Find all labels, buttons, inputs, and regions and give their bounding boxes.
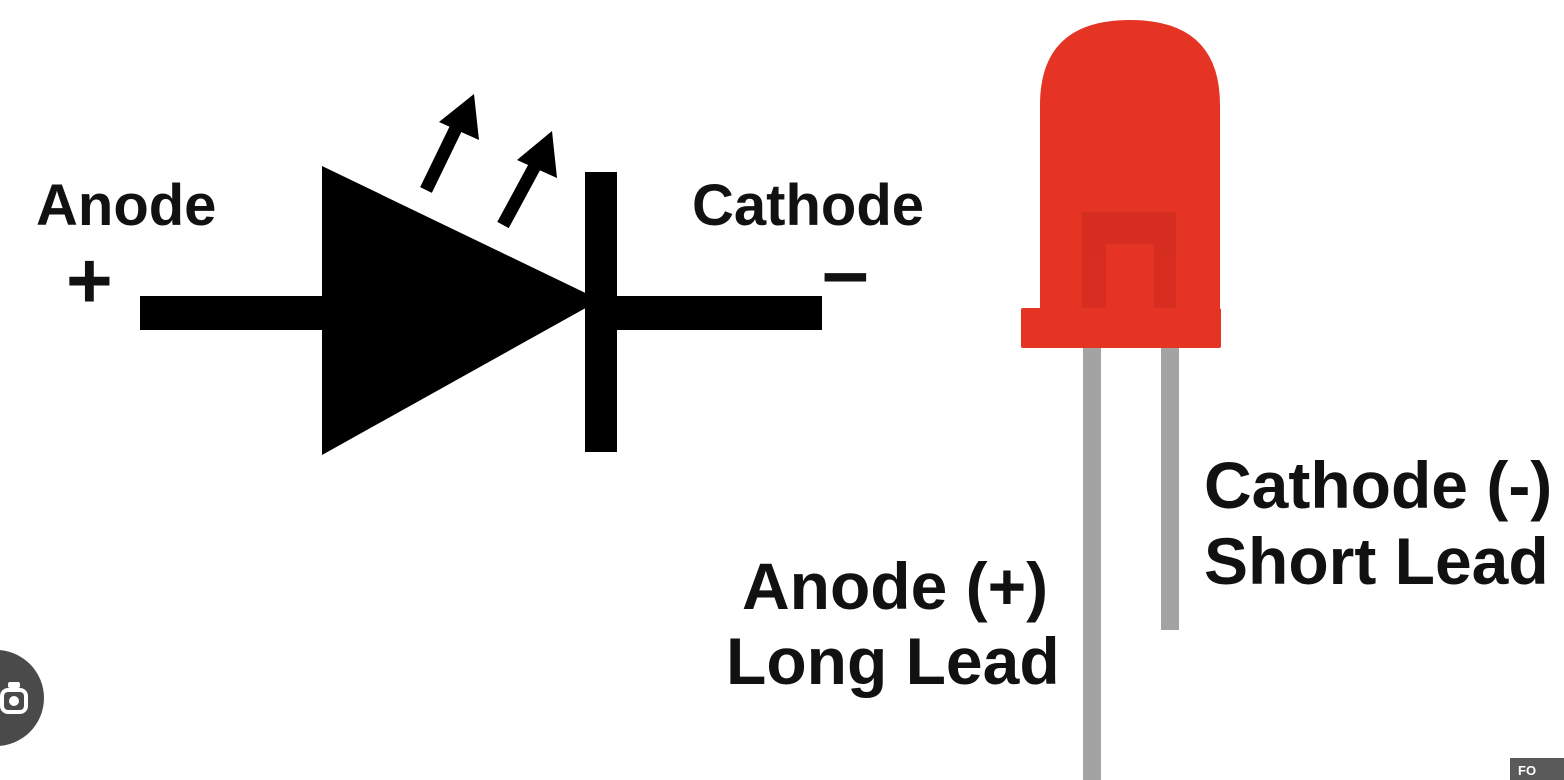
lens-icon (0, 682, 28, 714)
symbol-anode-sign: + (66, 236, 113, 325)
symbol-cathode-sign: – (822, 224, 869, 318)
symbol-cathode-label: Cathode (692, 173, 924, 238)
led-anode-label-line2: Long Lead (726, 624, 1060, 698)
led-schematic-symbol: Anode + Cathode – (36, 94, 924, 455)
led-post-left (1082, 212, 1106, 308)
led-component: Anode (+) Long Lead Cathode (-) Short Le… (726, 20, 1552, 780)
led-cathode-label-line1: Cathode (-) (1204, 448, 1552, 522)
symbol-anode-label: Anode (36, 173, 216, 238)
emission-arrow-1-shaft (420, 121, 464, 193)
led-post-right (1154, 212, 1176, 308)
led-anode-label-line1: Anode (+) (742, 549, 1048, 623)
emission-arrow-2-head (517, 131, 557, 178)
led-cathode-label-line2: Short Lead (1204, 524, 1549, 598)
led-internal-frame (1082, 212, 1176, 308)
emission-arrow-1-head (439, 94, 479, 140)
led-anode-lead (1083, 340, 1101, 780)
corner-badge: FO (1510, 758, 1564, 780)
diode-triangle (322, 166, 600, 455)
led-flange (1021, 308, 1221, 348)
light-emission-arrows (420, 94, 557, 229)
cathode-wire (600, 296, 822, 330)
emission-arrow-2-shaft (497, 160, 542, 229)
anode-wire (140, 296, 340, 330)
led-cathode-lead (1161, 340, 1179, 630)
led-dome (1040, 20, 1220, 315)
